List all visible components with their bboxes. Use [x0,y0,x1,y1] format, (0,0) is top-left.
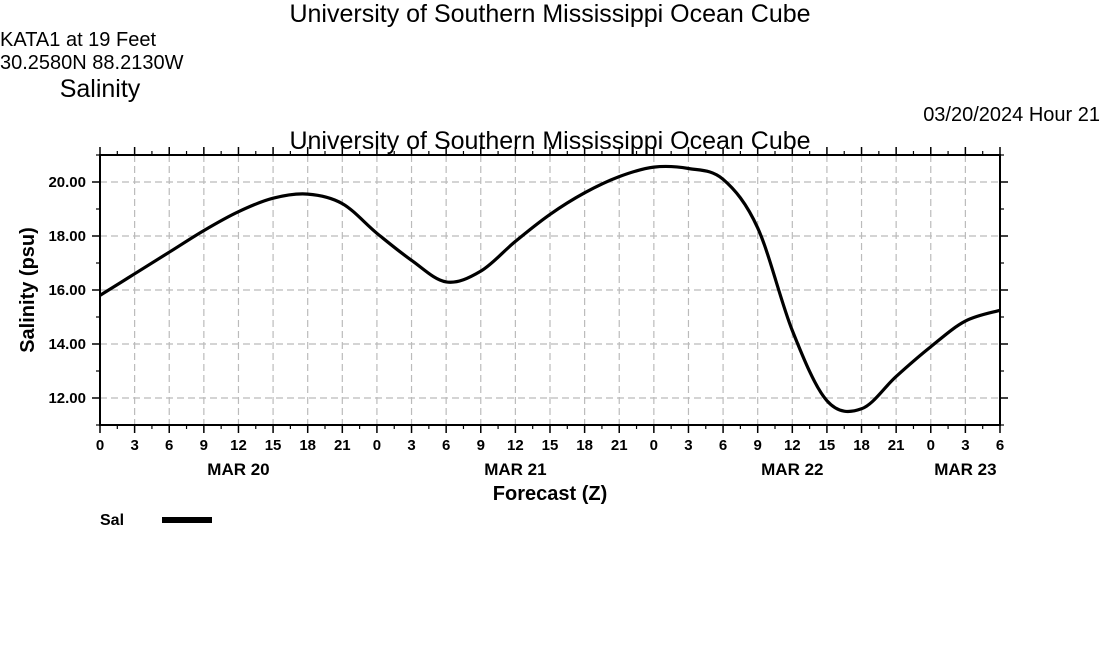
x-day-label: MAR 23 [934,460,996,479]
x-day-label: MAR 21 [484,460,546,479]
x-tick-label: 0 [650,437,658,454]
x-tick-label: 9 [754,437,762,454]
x-tick-label: 0 [927,437,935,454]
coordinates-label: 30.2580N 88.2130W [0,52,184,74]
grid-lines [100,155,1000,425]
x-tick-label: 15 [265,437,282,454]
x-tick-label: 15 [542,437,559,454]
y-tick-label: 20.00 [48,174,86,191]
x-tick-label: 3 [961,437,969,454]
y-axis-label: Salinity (psu) [17,227,39,353]
x-tick-label: 18 [299,437,316,454]
legend-label: Sal [100,512,124,529]
x-tick-label: 12 [507,437,524,454]
x-tick-label: 12 [784,437,801,454]
series-line-sal [99,164,1001,414]
axis-labels: 0 3 6 9 12 15 18 21 0 3 6 9 12 15 18 21 0 3 6 9 12 15 18 21 0 3 6M… [48,174,1004,479]
x-tick-label: 6 [165,437,173,454]
x-tick-label: 18 [576,437,593,454]
x-tick-label: 12 [230,437,247,454]
x-tick-label: 18 [853,437,870,454]
x-tick-label: 3 [407,437,415,454]
x-tick-label: 21 [334,437,351,454]
y-tick-label: 18.00 [48,228,86,245]
x-tick-label: 21 [888,437,905,454]
x-axis-label: Forecast (Z) [493,483,607,505]
x-tick-label: 0 [96,437,104,454]
x-tick-label: 6 [996,437,1004,454]
axis-ticks [92,147,1008,433]
x-tick-label: 6 [442,437,450,454]
x-tick-label: 9 [477,437,485,454]
plot-area [99,164,1001,414]
y-tick-label: 14.00 [48,336,86,353]
x-tick-label: 3 [684,437,692,454]
y-tick-label: 12.00 [48,390,86,407]
x-tick-label: 9 [200,437,208,454]
x-tick-label: 6 [719,437,727,454]
x-tick-label: 15 [819,437,836,454]
y-tick-label: 16.00 [48,282,86,299]
x-day-label: MAR 20 [207,460,269,479]
page-title: University of Southern Mississippi Ocean… [289,0,811,28]
forecast-datetime: 03/20/2024 Hour 21 [923,104,1100,126]
x-tick-label: 21 [611,437,628,454]
x-tick-label: 3 [130,437,138,454]
station-label: KATA1 at 19 Feet [0,29,157,51]
chart-title: Salinity [59,75,141,103]
legend: Sal [100,512,212,529]
x-day-label: MAR 22 [761,460,823,479]
x-tick-label: 0 [373,437,381,454]
